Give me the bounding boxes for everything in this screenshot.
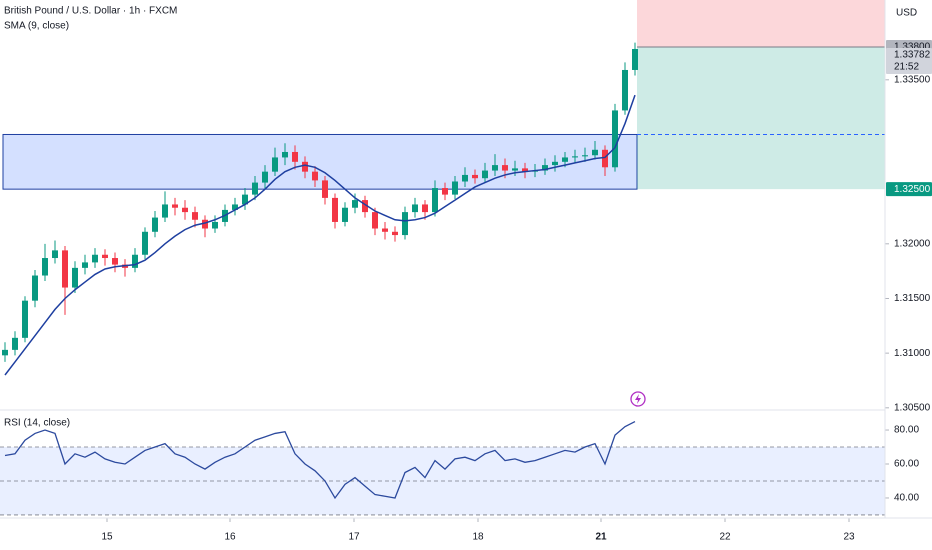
candle-body (252, 182, 258, 195)
y-tick-label: 1.33500 (894, 74, 931, 85)
x-tick-label: 23 (843, 532, 855, 543)
candle-body (292, 151, 298, 162)
candle-body (232, 204, 238, 210)
candle-body (242, 194, 248, 205)
candle-body (352, 200, 358, 208)
candle-body (502, 165, 508, 171)
candle-body (202, 219, 208, 229)
candle-body (422, 204, 428, 213)
candle-body (372, 212, 378, 229)
candle-body (172, 204, 178, 208)
rsi-tick-label: 40.00 (894, 493, 919, 504)
price-badge-label: 1.32500 (894, 184, 931, 195)
candle-body (332, 197, 338, 222)
price-badge-label: 1.33800 (894, 42, 931, 53)
candle-body (542, 165, 548, 171)
candle-body (52, 250, 58, 259)
chart-title: British Pound / U.S. Dollar · 1h · FXCM (4, 6, 177, 17)
candle-body (192, 212, 198, 220)
candle-body (442, 188, 448, 195)
candle-body (392, 231, 398, 236)
sma-line (4, 94, 636, 376)
price-badge (886, 182, 932, 197)
candle-body (472, 174, 478, 179)
y-tick-label: 1.31500 (894, 293, 931, 304)
x-tick-label: 16 (224, 532, 236, 543)
candle-body (572, 156, 578, 158)
candle-body (312, 171, 318, 181)
x-tick-label: 21 (595, 532, 607, 543)
currency-label: USD (896, 8, 917, 19)
price-badge (886, 47, 932, 74)
alert-icon[interactable] (630, 391, 646, 407)
candle-body (182, 207, 188, 213)
rsi-tick-label: 60.00 (894, 459, 919, 470)
candle-body (612, 110, 618, 168)
candle-body (622, 69, 628, 111)
candle-body (282, 151, 288, 158)
candle-body (212, 221, 218, 229)
candle-body (92, 254, 98, 263)
candle-body (42, 258, 48, 276)
y-tick-label: 1.32000 (894, 238, 931, 249)
x-tick-label: 18 (472, 532, 484, 543)
y-tick-label: 1.30500 (894, 402, 931, 413)
price-badge-label: 1.33782 (894, 50, 931, 61)
candle-body (132, 254, 138, 268)
candle-body (562, 157, 568, 162)
candle-body (402, 212, 408, 236)
candle-body (112, 258, 118, 265)
candle-body (72, 267, 78, 288)
candle-body (12, 337, 18, 350)
candle-body (432, 188, 438, 213)
candle-body (462, 174, 468, 182)
candle-body (32, 275, 38, 301)
candle-body (62, 250, 68, 288)
candle-body (552, 161, 558, 166)
candle-body (2, 349, 8, 356)
candle-body (272, 157, 278, 172)
x-tick-label: 17 (348, 532, 360, 543)
zone (2, 133, 638, 190)
candle-body (102, 254, 108, 259)
position-target (637, 47, 885, 190)
candle-body (632, 48, 638, 70)
rsi-label: RSI (14, close) (4, 418, 70, 429)
candle-body (362, 200, 368, 213)
y-tick-label: 1.31000 (894, 348, 931, 359)
candle-body (592, 149, 598, 156)
candle-body (522, 168, 528, 172)
candle-body (322, 180, 328, 198)
x-tick-label: 22 (719, 532, 731, 543)
x-tick-label: 15 (101, 532, 113, 543)
candle-body (22, 300, 28, 338)
price-badge-time: 21:52 (894, 62, 919, 73)
candle-body (82, 262, 88, 268)
alert-icon-bolt (635, 394, 641, 404)
candle-body (162, 204, 168, 218)
candle-body (342, 207, 348, 222)
rsi-tick-label: 80.00 (894, 425, 919, 436)
candle-body (412, 204, 418, 213)
indicator-label: SMA (9, close) (4, 21, 69, 32)
candle-body (142, 231, 148, 255)
candle-body (482, 170, 488, 179)
candle-body (492, 165, 498, 171)
candle-body (382, 228, 388, 232)
candle-body (302, 161, 308, 172)
candle-body (152, 217, 158, 232)
candle-body (602, 149, 608, 168)
position-stop (637, 0, 885, 48)
candle-body (262, 171, 268, 183)
candle-body (582, 155, 588, 157)
rsi-line (4, 420, 636, 500)
candle-body (512, 168, 518, 171)
candle-body (452, 181, 458, 195)
